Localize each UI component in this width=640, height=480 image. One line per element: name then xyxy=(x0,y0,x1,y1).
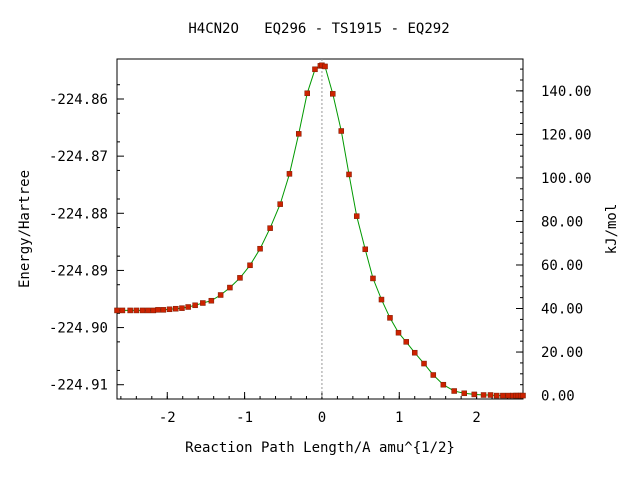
data-point xyxy=(487,392,494,398)
data-point xyxy=(304,90,310,97)
data-point xyxy=(119,307,126,314)
y2-tick-label: 100.00 xyxy=(541,171,592,187)
data-point xyxy=(322,63,328,70)
x-axis-label: Reaction Path Length/A amu^{1/2} xyxy=(185,440,455,456)
data-point xyxy=(362,246,368,253)
data-point xyxy=(493,392,500,399)
energy-curve xyxy=(117,64,523,397)
y-tick-label: -224.90 xyxy=(49,321,108,337)
data-point xyxy=(208,297,215,304)
data-point-markers xyxy=(114,62,526,399)
y2-tick-label: 80.00 xyxy=(541,214,583,230)
data-point xyxy=(480,392,487,398)
data-point xyxy=(370,275,376,282)
data-point xyxy=(346,171,352,178)
y2-tick-label: 140.00 xyxy=(541,84,592,100)
data-point xyxy=(192,302,198,309)
data-point xyxy=(286,171,293,177)
y2-tick-label: 40.00 xyxy=(541,302,583,318)
chart-title: H4CN2O EQ296 - TS1915 - EQ292 xyxy=(188,21,449,37)
y2-axis-ticks: 0.00 20.00 40.00 60.00 80.00 100.00 120.00 140.… xyxy=(516,68,592,405)
y-tick-label: -224.86 xyxy=(49,92,108,108)
plot-frame xyxy=(116,58,524,400)
data-point xyxy=(395,329,402,336)
y-tick-label: -224.87 xyxy=(49,149,108,165)
data-point xyxy=(421,360,427,367)
y2-tick-label: 20.00 xyxy=(541,345,583,361)
x-tick-label: 0 xyxy=(318,410,326,426)
data-point xyxy=(312,66,318,73)
x-tick-label: -2 xyxy=(159,410,176,426)
data-point xyxy=(173,305,179,312)
data-point xyxy=(139,307,146,314)
data-point xyxy=(267,225,273,231)
data-point xyxy=(338,128,345,134)
data-point xyxy=(227,284,233,291)
y-axis-ticks: -224.86 -224.87 -224.88 -224.89 -224.90 -224.… xyxy=(49,84,124,400)
x-axis-ticks: -2 -1 0 1 2 xyxy=(120,392,524,426)
y2-tick-label: 0.00 xyxy=(541,389,575,405)
data-point xyxy=(403,339,409,345)
data-point xyxy=(155,307,161,313)
data-point xyxy=(471,391,478,398)
data-point xyxy=(387,315,393,321)
data-point xyxy=(150,307,157,314)
data-point xyxy=(378,296,385,303)
data-point xyxy=(295,131,302,137)
x-tick-label: -1 xyxy=(236,410,253,426)
data-point xyxy=(179,305,185,311)
data-point xyxy=(505,392,512,399)
data-point xyxy=(166,306,173,313)
x-tick-label: 1 xyxy=(395,410,403,426)
data-point xyxy=(237,275,243,281)
y-tick-label: -224.91 xyxy=(49,378,108,394)
data-point xyxy=(200,300,206,306)
data-point xyxy=(185,304,191,310)
data-point xyxy=(160,307,167,313)
data-point xyxy=(257,245,263,252)
data-point xyxy=(500,392,506,399)
data-point xyxy=(114,307,120,314)
data-point xyxy=(461,390,467,397)
y2-tick-label: 60.00 xyxy=(541,258,583,274)
data-point xyxy=(133,307,140,314)
data-point xyxy=(127,307,133,314)
y-tick-label: -224.88 xyxy=(49,206,108,222)
data-point xyxy=(440,381,447,388)
data-point xyxy=(217,292,224,298)
y2-axis-label: kJ/mol xyxy=(604,204,620,255)
data-point xyxy=(353,213,360,219)
data-point xyxy=(520,392,526,399)
y-tick-label: -224.89 xyxy=(49,263,108,279)
data-point xyxy=(247,262,253,269)
data-point xyxy=(430,372,437,378)
y-axis-label: Energy/Hartree xyxy=(17,170,33,288)
data-point xyxy=(411,349,418,356)
data-point xyxy=(145,307,151,314)
data-point xyxy=(451,388,457,394)
data-point xyxy=(277,201,283,207)
x-tick-label: 2 xyxy=(472,410,480,426)
data-point xyxy=(330,91,336,97)
y2-tick-label: 120.00 xyxy=(541,127,592,143)
